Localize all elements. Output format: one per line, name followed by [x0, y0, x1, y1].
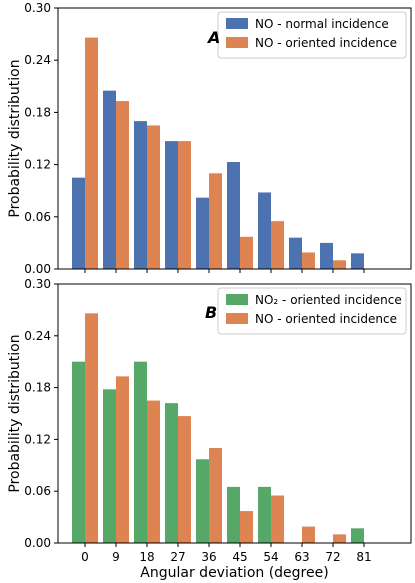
y-tick-label: 0.24	[24, 53, 51, 67]
bar	[178, 141, 191, 269]
y-axis-label: Probability distribution	[7, 59, 23, 217]
legend-box	[217, 287, 407, 335]
bar	[240, 511, 253, 543]
legend-swatch	[226, 18, 248, 29]
axes-frame	[57, 283, 412, 544]
legend-entry: NO - oriented incidence	[255, 36, 397, 50]
bar	[289, 237, 302, 269]
bar	[209, 173, 222, 269]
bar	[240, 236, 253, 269]
legend: NO₂ - oriented incidence NO - oriented in…	[217, 287, 407, 335]
bar	[103, 389, 116, 543]
legend: NO - normal incidence NO - oriented incid…	[217, 11, 407, 59]
x-tick-label: 36	[201, 550, 216, 564]
bar	[72, 361, 85, 543]
y-tick-label: 0.30	[24, 277, 51, 291]
x-tick-label: 54	[263, 550, 278, 564]
bar	[147, 125, 160, 269]
y-tick-label: 0.00	[24, 536, 51, 550]
bar	[351, 253, 364, 269]
bar	[351, 528, 364, 543]
y-axis-label: Probability distribution	[7, 334, 23, 492]
bar	[134, 361, 147, 543]
series-0	[72, 361, 364, 543]
y-tick-label: 0.12	[24, 432, 51, 446]
series-1	[85, 313, 346, 543]
bar	[302, 252, 315, 269]
bar	[178, 416, 191, 543]
bar	[227, 161, 240, 269]
x-tick-label: 9	[112, 550, 120, 564]
bar	[333, 534, 346, 543]
bar	[333, 260, 346, 269]
legend-box	[217, 11, 407, 59]
y-tick-label: 0.06	[24, 484, 51, 498]
legend-swatch	[226, 313, 248, 324]
x-tick-label: 45	[232, 550, 247, 564]
chart-panel-a: 0.00 0.06 0.12 0.18 0.24 0.30 Probability dist…	[7, 1, 412, 276]
y-tick-label: 0.18	[24, 381, 51, 395]
bar	[258, 192, 271, 269]
legend-swatch	[226, 37, 248, 48]
panel-label: A	[206, 28, 220, 47]
panel-label: B	[205, 303, 217, 322]
bar	[103, 90, 116, 270]
bar	[134, 121, 147, 269]
x-axis-label: Angular deviation (degree)	[140, 565, 328, 581]
y-tick-label: 0.06	[24, 210, 51, 224]
x-tick-label: 72	[325, 550, 340, 564]
bar	[271, 495, 284, 543]
bar	[116, 101, 129, 269]
legend-entry: NO₂ - oriented incidence	[255, 293, 402, 307]
y-tick-label: 0.30	[24, 1, 51, 15]
bar	[271, 221, 284, 269]
axes-frame	[57, 7, 412, 270]
bar	[165, 403, 178, 543]
x-tick-label: 27	[170, 550, 185, 564]
bar	[302, 526, 315, 543]
bar	[227, 486, 240, 543]
legend-swatch	[226, 294, 248, 305]
series-0	[72, 90, 364, 270]
bar	[196, 197, 209, 269]
legend-entry: NO - normal incidence	[255, 17, 389, 31]
bar	[85, 37, 98, 269]
bar	[165, 141, 178, 269]
bar	[116, 376, 129, 543]
bar	[320, 242, 333, 269]
bar	[258, 486, 271, 543]
bar	[196, 459, 209, 543]
y-tick-label: 0.24	[24, 329, 51, 343]
bar	[85, 313, 98, 543]
x-tick-label: 81	[356, 550, 371, 564]
x-tick-label: 63	[294, 550, 309, 564]
bar	[209, 448, 222, 543]
y-tick-label: 0.12	[24, 158, 51, 172]
bar	[147, 400, 160, 543]
y-tick-label: 0.18	[24, 105, 51, 119]
series-1	[85, 37, 346, 269]
x-tick-label: 0	[81, 550, 89, 564]
x-tick-label: 18	[139, 550, 154, 564]
legend-entry: NO - oriented incidence	[255, 312, 397, 326]
chart-panel-b: 0.00 0.06 0.12 0.18 0.24 0.30 0 9 18 27 36 45 54 63 72…	[7, 277, 412, 581]
y-tick-label: 0.00	[24, 262, 51, 276]
bar	[72, 177, 85, 269]
